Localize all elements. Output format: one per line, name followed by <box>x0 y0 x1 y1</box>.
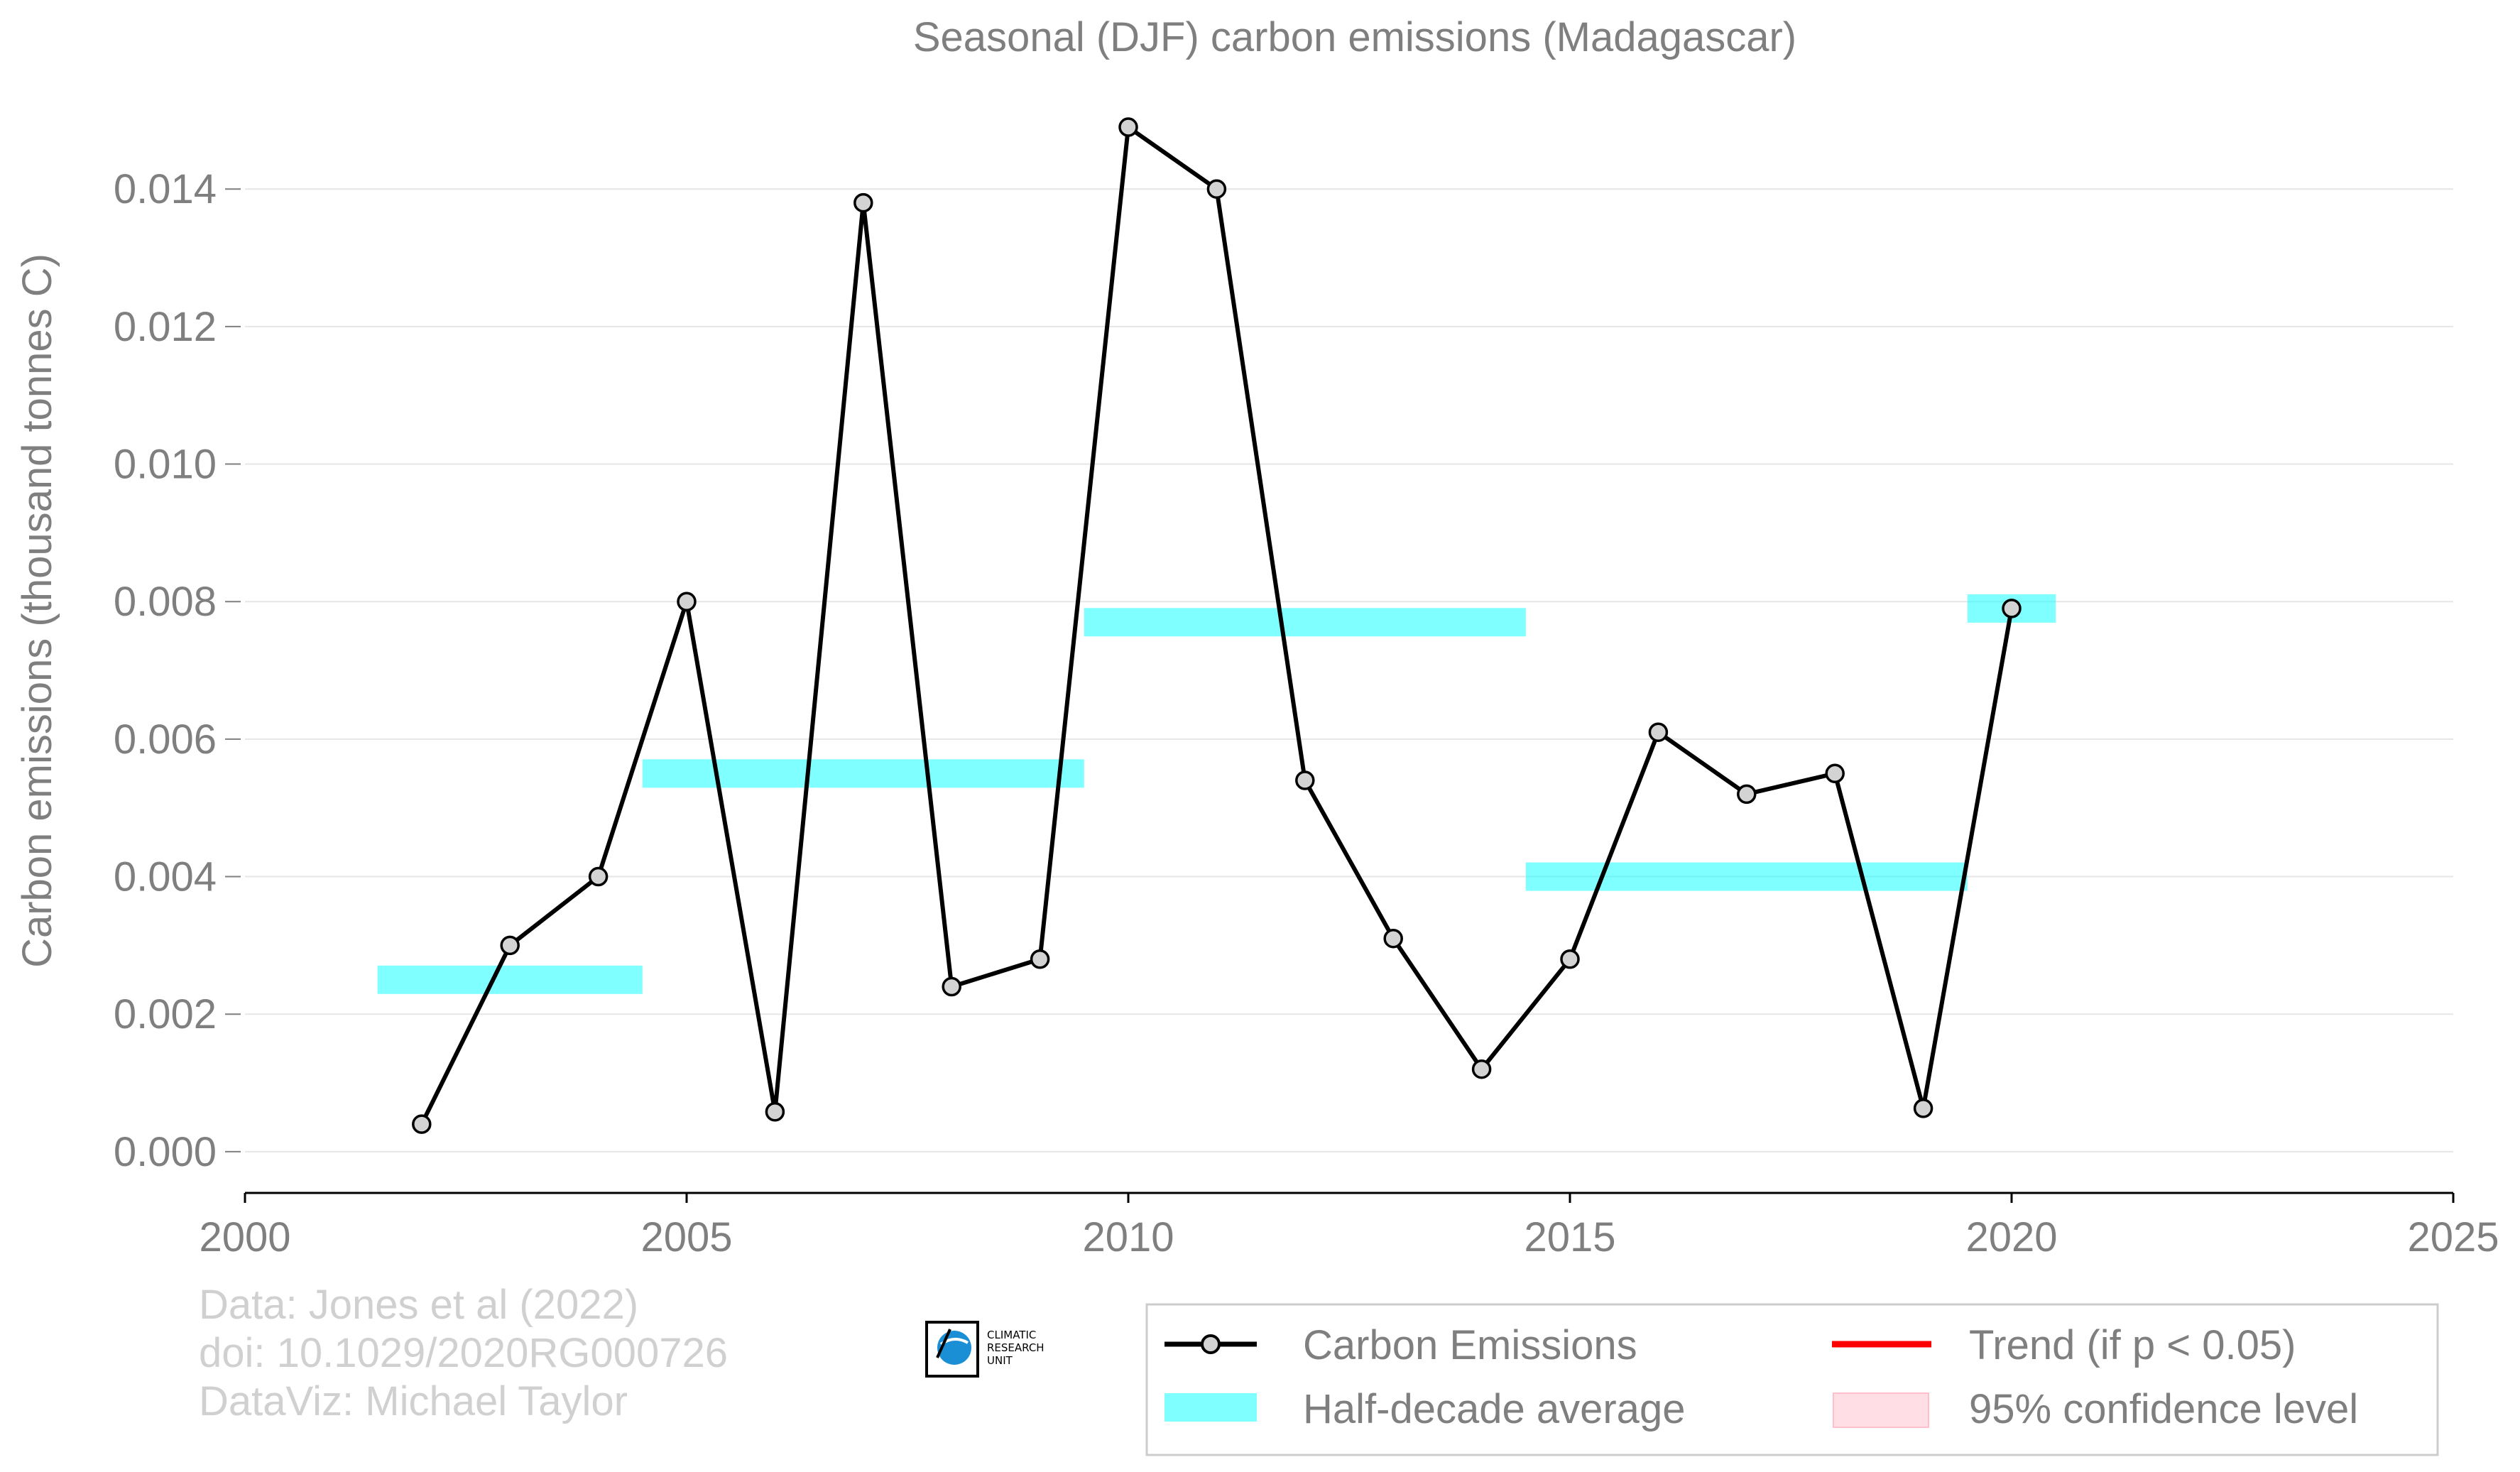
legend-entry-trend: Trend (if p < 0.05) <box>1832 1322 2296 1368</box>
half-decade-band <box>1525 862 1968 891</box>
x-tick-label: 2025 <box>2407 1214 2499 1260</box>
legend-frame <box>1145 1303 2439 1456</box>
legend-entry-half-decade-average: Half-decade average <box>1164 1386 1685 1432</box>
y-axis-title: Carbon emissions (thousand tonnes C) <box>14 253 60 968</box>
data-point <box>942 976 961 997</box>
data-point <box>677 591 697 611</box>
credit-data: Data: Jones et al (2022) <box>199 1282 638 1328</box>
y-tick-label: 0.014 <box>114 166 217 212</box>
series-points <box>412 117 2022 1134</box>
data-point <box>1825 763 1845 784</box>
y-tick-label: 0.002 <box>114 991 217 1037</box>
data-point <box>1206 179 1227 199</box>
y-tick-label: 0.004 <box>114 854 217 900</box>
data-point <box>1295 770 1315 790</box>
half-decade-bands <box>377 594 2056 994</box>
x-tick-label: 2000 <box>199 1214 290 1260</box>
data-point <box>1560 949 1580 969</box>
y-tick-label: 0.012 <box>114 304 217 350</box>
credit-dataviz: DataViz: Michael Taylor <box>199 1378 628 1424</box>
data-point <box>1118 117 1138 137</box>
data-point <box>588 866 609 887</box>
x-axis-ticks: 2000 2005 2010 2015 2020 2025 <box>199 1193 2499 1260</box>
logo-text-climatic: CLIMATIC <box>987 1329 1036 1341</box>
legend-label: Carbon Emissions <box>1303 1322 1637 1368</box>
y-axis-ticks: 0.000 0.002 0.004 0.006 0.008 0.010 0.012 0.014 <box>114 166 241 1175</box>
data-point <box>500 935 520 956</box>
data-point <box>765 1101 785 1122</box>
data-point <box>1030 949 1050 969</box>
x-tick-label: 2015 <box>1524 1214 1615 1260</box>
logo-text-research: RESEARCH <box>987 1341 1044 1354</box>
data-point <box>853 192 873 213</box>
data-point <box>1648 722 1669 742</box>
climatic-research-unit-logo: CLIMATIC RESEARCH UNIT <box>925 1321 1044 1378</box>
chart-title: Seasonal (DJF) carbon emissions (Madagas… <box>913 14 1796 60</box>
y-tick-label: 0.010 <box>114 442 217 488</box>
legend-label: 95% confidence level <box>1969 1386 2358 1432</box>
legend-entry-carbon-emissions: Carbon Emissions <box>1164 1322 1637 1368</box>
y-tick-label: 0.006 <box>114 716 217 763</box>
logo-text-unit: UNIT <box>987 1354 1013 1367</box>
data-point <box>1913 1098 1933 1118</box>
data-point <box>1471 1059 1492 1079</box>
y-tick-label: 0.000 <box>114 1129 217 1175</box>
x-tick-label: 2020 <box>1965 1214 2057 1260</box>
credit-doi: doi: 10.1029/2020RG000726 <box>199 1330 728 1376</box>
x-tick-label: 2010 <box>1082 1214 1174 1260</box>
data-point <box>2002 599 2022 618</box>
half-decade-band <box>642 759 1084 788</box>
half-decade-band <box>1084 608 1526 637</box>
grid-lines <box>245 188 2453 1152</box>
data-point <box>412 1114 432 1134</box>
y-tick-label: 0.008 <box>114 579 217 625</box>
data-point <box>1737 784 1757 805</box>
legend-label: Half-decade average <box>1303 1386 1685 1432</box>
legend-entry-confidence-level: 95% confidence level <box>1833 1386 2358 1432</box>
legend: Carbon Emissions Trend (if p < 0.05) Hal… <box>1145 1303 2439 1456</box>
legend-label: Trend (if p < 0.05) <box>1969 1322 2296 1368</box>
half-decade-band <box>377 965 643 994</box>
data-point <box>1383 928 1403 949</box>
x-tick-label: 2005 <box>640 1214 732 1260</box>
